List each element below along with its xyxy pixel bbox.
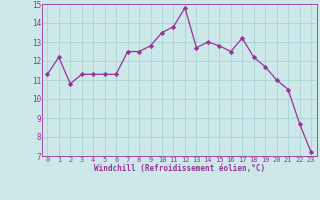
X-axis label: Windchill (Refroidissement éolien,°C): Windchill (Refroidissement éolien,°C) [94, 164, 265, 173]
